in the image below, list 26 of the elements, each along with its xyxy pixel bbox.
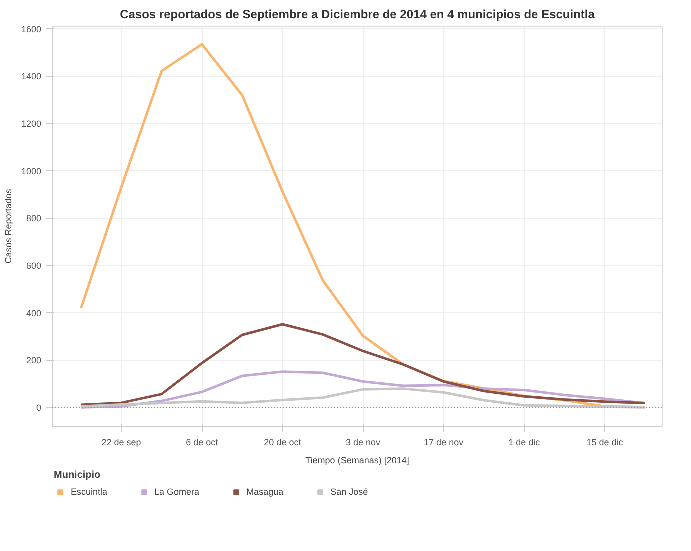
legend-label: Escuintla — [71, 487, 108, 497]
y-tick-label: 1200 — [21, 119, 42, 130]
line-series — [80, 323, 646, 406]
y-tick-label: 1600 — [21, 24, 42, 34]
x-tick-label: 17 de nov — [424, 438, 464, 448]
y-axis-title: Casos Reportados — [3, 188, 14, 264]
chart-title: Casos reportados de Septiembre a Diciembre de 2014 en 4 municipios de Escuintla — [120, 8, 596, 22]
y-tick-label: 800 — [26, 214, 42, 224]
y-tick-label: 1000 — [21, 166, 42, 176]
y-tick-label: 1400 — [21, 72, 42, 82]
x-tick-label: 1 de dic — [508, 438, 541, 448]
x-tick-label: 6 de oct — [186, 438, 219, 448]
y-tick-label: 400 — [26, 308, 42, 318]
x-tick-label: 3 de nov — [346, 438, 382, 448]
line-series — [80, 388, 646, 409]
legend-label: La Gomera — [154, 487, 200, 497]
y-tick-label: 0 — [36, 403, 42, 414]
y-tick-label: 200 — [26, 356, 42, 366]
x-axis-title: Tiempo (Semanas) [2014] — [306, 456, 410, 466]
legend-label: San José — [330, 487, 368, 497]
legend-title: Municipio — [54, 470, 102, 481]
x-tick-label: 22 de sep — [102, 438, 142, 448]
y-tick-label: 600 — [26, 261, 42, 272]
x-tick-label: 20 de oct — [264, 438, 302, 448]
legend-label: Masagua — [246, 487, 284, 497]
x-tick-label: 15 de dic — [586, 438, 624, 448]
